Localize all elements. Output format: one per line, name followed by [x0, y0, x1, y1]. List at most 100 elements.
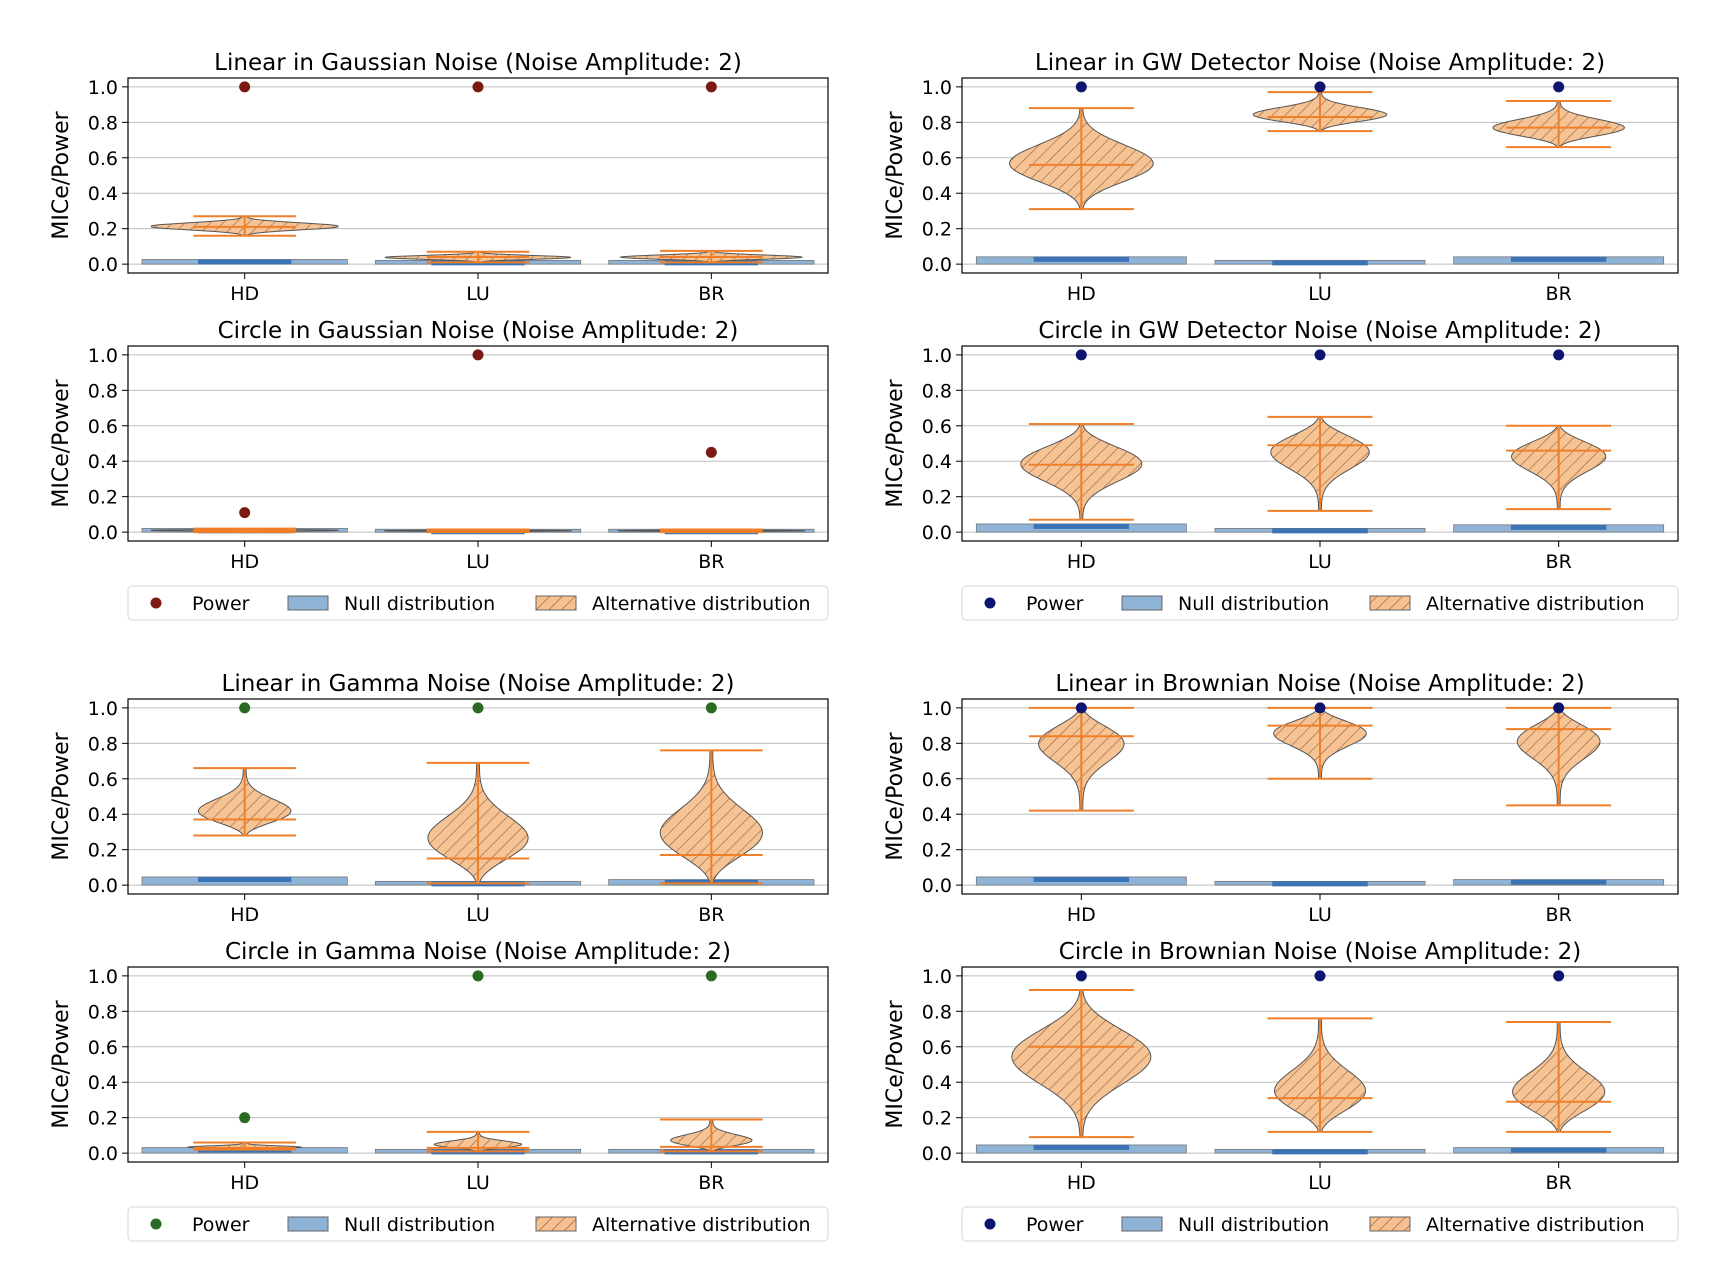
y-tick-label: 0.6	[922, 1037, 952, 1059]
legend-alt-swatch	[535, 595, 577, 611]
chart-panel-5: 0.0 0.2 0.4 0.6 0.8 1.0 MICe/Power Linear in Ga…	[49, 671, 829, 926]
chart-title: Linear in Gaussian Noise (Noise Amplitud…	[214, 50, 742, 76]
y-tick-label: 0.6	[88, 769, 118, 791]
legend-null-label: Null distribution	[1178, 593, 1329, 615]
chart-panel-6: 0.0 0.2 0.4 0.6 0.8 1.0 MICe/Power Linear in Br…	[883, 671, 1679, 926]
legend-4: Power Null distribution Alternative distri…	[961, 1206, 1679, 1242]
power-point	[1075, 970, 1087, 982]
x-tick-label: HD	[230, 1172, 259, 1194]
legend-alt-label: Alternative distribution	[592, 1214, 811, 1236]
y-tick-label: 1.0	[88, 77, 118, 99]
x-tick-label: HD	[1067, 904, 1096, 926]
y-tick-label: 0.0	[88, 875, 118, 897]
y-tick-label: 0.4	[922, 1072, 952, 1094]
y-tick-label: 0.0	[922, 254, 952, 276]
power-point	[239, 702, 251, 714]
y-tick-label: 0.2	[88, 1108, 118, 1130]
y-tick-label: 0.6	[88, 416, 118, 438]
power-point	[1553, 702, 1565, 714]
y-tick-label: 0.4	[922, 183, 952, 205]
legend-alt-swatch	[1369, 595, 1411, 611]
legend-power-marker	[984, 1218, 996, 1230]
y-tick-label: 0.2	[922, 840, 952, 862]
axes-frame	[961, 966, 1679, 1163]
chart-title: Linear in GW Detector Noise (Noise Ampli…	[1035, 50, 1605, 76]
y-tick-label: 0.6	[922, 416, 952, 438]
y-tick-label: 1.0	[88, 345, 118, 367]
y-axis-label: MICe/Power	[49, 999, 74, 1128]
axes-frame	[961, 698, 1679, 895]
y-tick-label: 0.6	[88, 1037, 118, 1059]
y-tick-label: 1.0	[88, 966, 118, 988]
x-tick-label: HD	[230, 904, 259, 926]
power-point	[1075, 81, 1087, 93]
legend-3: Power Null distribution Alternative distri…	[127, 1206, 829, 1242]
chart-title: Circle in GW Detector Noise (Noise Ampli…	[1038, 318, 1601, 344]
power-point	[1553, 349, 1565, 361]
chart-title: Linear in Brownian Noise (Noise Amplitud…	[1055, 671, 1584, 697]
legend-alt-label: Alternative distribution	[592, 593, 811, 615]
chart-title: Linear in Gamma Noise (Noise Amplitude: …	[222, 671, 735, 697]
chart-panel-2: 0.0 0.2 0.4 0.6 0.8 1.0 MICe/Power Linear in GW…	[883, 50, 1679, 305]
legend-alt-swatch	[1369, 1216, 1411, 1232]
legend-alt-swatch	[535, 1216, 577, 1232]
legend-box	[127, 1206, 829, 1242]
legend-box	[127, 585, 829, 621]
y-tick-label: 0.2	[88, 840, 118, 862]
null-quantile-bar	[1033, 523, 1130, 529]
y-tick-label: 0.4	[922, 804, 952, 826]
power-point	[1075, 702, 1087, 714]
y-tick-label: 0.8	[88, 733, 118, 755]
y-tick-label: 0.0	[88, 254, 118, 276]
chart-title: Circle in Gaussian Noise (Noise Amplitud…	[218, 318, 739, 344]
null-quantile-bar	[1033, 1144, 1130, 1150]
legend-box	[961, 1206, 1679, 1242]
y-tick-label: 1.0	[922, 966, 952, 988]
chart-panel-3: 0.0 0.2 0.4 0.6 0.8 1.0 MICe/Power Circle in Ga…	[49, 318, 829, 573]
legend-power-marker	[150, 1218, 162, 1230]
x-tick-label: LU	[466, 283, 490, 305]
y-tick-label: 0.6	[922, 148, 952, 170]
y-tick-label: 0.4	[88, 183, 118, 205]
x-tick-label: BR	[1546, 551, 1572, 573]
y-tick-label: 1.0	[922, 77, 952, 99]
power-point	[1314, 702, 1326, 714]
null-quantile-bar	[1033, 256, 1130, 262]
x-tick-label: LU	[1308, 1172, 1332, 1194]
null-quantile-bar	[1272, 260, 1368, 266]
axes-frame	[127, 345, 829, 542]
power-point	[705, 446, 717, 458]
legend-power-label: Power	[192, 593, 250, 615]
x-tick-label: LU	[466, 551, 490, 573]
legend-null-swatch	[287, 595, 329, 611]
x-tick-label: LU	[1308, 551, 1332, 573]
y-tick-label: 0.4	[88, 1072, 118, 1094]
power-point	[239, 507, 251, 519]
y-axis-label: MICe/Power	[49, 378, 74, 507]
axes-frame	[127, 966, 829, 1163]
y-tick-label: 0.2	[88, 219, 118, 241]
legend-1: Power Null distribution Alternative distri…	[127, 585, 829, 621]
legend-null-swatch	[1121, 595, 1163, 611]
legend-power-marker	[150, 597, 162, 609]
legend-null-label: Null distribution	[344, 1214, 495, 1236]
y-tick-label: 0.8	[922, 380, 952, 402]
y-axis-label: MICe/Power	[883, 999, 908, 1128]
y-tick-label: 0.8	[922, 733, 952, 755]
y-tick-label: 0.8	[922, 112, 952, 134]
x-tick-label: LU	[1308, 283, 1332, 305]
axes-frame	[961, 77, 1679, 274]
y-tick-label: 0.0	[88, 1143, 118, 1165]
y-tick-label: 0.0	[88, 522, 118, 544]
null-quantile-bar	[1510, 1147, 1607, 1153]
null-quantile-bar	[198, 259, 292, 265]
chart-panel-8: 0.0 0.2 0.4 0.6 0.8 1.0 MICe/Power Circle in Br…	[883, 939, 1679, 1194]
y-axis-label: MICe/Power	[49, 731, 74, 860]
legend-power-marker	[984, 597, 996, 609]
legend-alt-label: Alternative distribution	[1426, 1214, 1645, 1236]
chart-title: Circle in Brownian Noise (Noise Amplitud…	[1059, 939, 1581, 965]
y-tick-label: 1.0	[88, 698, 118, 720]
x-tick-label: HD	[230, 283, 259, 305]
y-tick-label: 0.2	[922, 487, 952, 509]
null-quantile-bar	[1272, 881, 1368, 887]
